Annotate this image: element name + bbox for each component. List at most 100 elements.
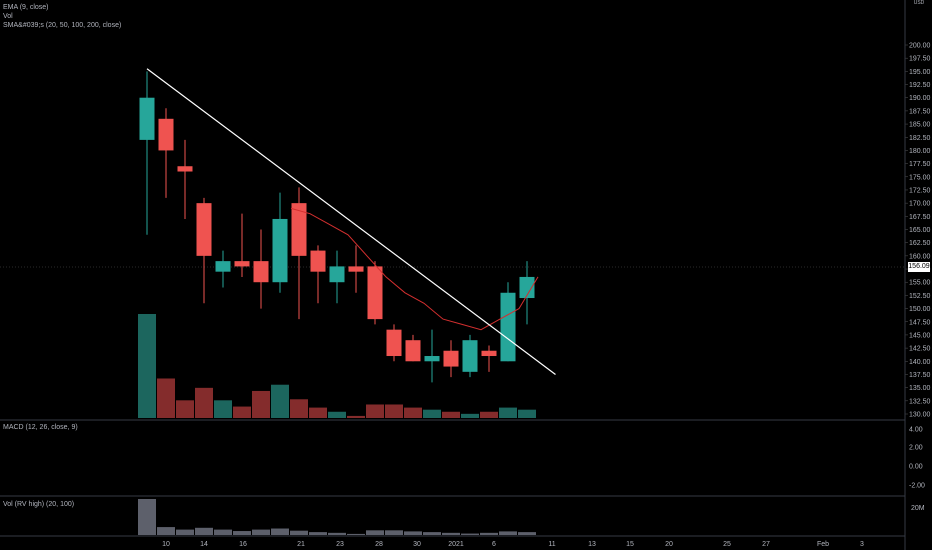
price-tick-label: 175.00 [909,174,931,181]
price-tick-label: 160.00 [909,253,931,260]
candle-body [177,166,193,172]
volume-bar [461,413,479,418]
candle-body [481,350,497,357]
price-tick-label: 142.50 [909,346,931,353]
volume-bar [138,314,156,418]
time-tick-label: 16 [239,541,247,548]
vol-rv-tick-label: 20M [911,505,925,512]
time-tick-label: 14 [200,541,208,548]
vol-rv-bars [138,499,536,535]
time-tick-label: 10 [162,541,170,548]
time-tick-label: 25 [723,541,731,548]
volume-bar [328,411,346,418]
macd-tick-label: 4.00 [909,427,923,434]
vol-rv-bar [233,531,251,535]
candlesticks [139,71,535,383]
candle-body [348,266,364,272]
vol-rv-bar [404,531,422,535]
price-tick-label: 167.50 [909,214,931,221]
candle-body [462,340,478,372]
vol-rv-bar [309,532,327,535]
candle-body [158,118,174,151]
ema-9-line [290,207,539,331]
vol-rv-bar [385,530,403,535]
macd-tick-label: 2.00 [909,445,923,452]
candle-body [234,261,250,267]
volume-bars [138,314,536,418]
candle-body [443,350,459,367]
time-tick-label: Feb [817,541,829,548]
vol-rv-bar [518,532,536,535]
macd-legend[interactable]: MACD (12, 26, close, 9) [3,424,78,431]
vol-rv-bar [252,529,270,535]
candle-body [424,356,440,362]
volume-bar [385,404,403,418]
time-tick-label: 15 [626,541,634,548]
price-tick-label: 165.00 [909,227,931,234]
vol-rv-bar [499,531,517,535]
price-tick-label: 200.00 [909,43,931,50]
volume-bar [518,409,536,418]
vol-rv-axis: 20M [911,505,925,512]
volume-bar [442,411,460,418]
price-tick-label: 182.50 [909,135,931,142]
vol-rv-bar [423,532,441,535]
price-axis: 130.00 132.50 135.00 137.50 140.00 142.50 145.… [905,43,931,419]
price-tick-label: 147.50 [909,319,931,326]
time-tick-label: 11 [548,541,555,548]
price-tick-label: 197.50 [909,56,931,63]
vol-rv-bar [157,527,175,535]
candle-body [405,340,421,362]
ema-legend[interactable]: EMA (9, close) [3,4,49,11]
volume-bar [404,407,422,418]
volume-bar [499,407,517,418]
price-tick-label: 162.50 [909,240,931,247]
vol-rv-bar [366,530,384,535]
vol-rv-legend[interactable]: Vol (RV high) (20, 100) [3,501,75,508]
vol-rv-bar [347,533,365,535]
time-axis: 10 14 16 21 23 28 30 2021 6 11 13 15 20 25 27 Feb 3 [162,541,864,548]
price-tick-label: 152.50 [909,293,931,300]
candle-body [253,261,269,283]
macd-tick-label: -2.00 [909,483,925,490]
time-tick-label: 3 [860,541,864,548]
price-tick-label: 195.00 [909,69,931,76]
ema-line [290,207,539,331]
price-tick-label: 180.00 [909,148,931,155]
vol-legend[interactable]: Vol [3,13,13,20]
volume-bar [214,400,232,418]
volume-bar [309,407,327,418]
volume-bar [176,400,194,418]
candle-body [215,261,231,272]
time-tick-label: 23 [336,541,344,548]
macd-axis: 4.00 2.00 0.00 -2.00 [909,427,925,490]
time-tick-label: 6 [492,541,496,548]
candle-body [386,329,402,357]
resistance-trendline [146,68,556,375]
vol-rv-bar [176,529,194,535]
volume-bar [195,387,213,418]
volume-bar [290,399,308,418]
time-tick-label: 20 [665,541,673,548]
volume-bar [366,404,384,418]
price-tick-label: 135.00 [909,385,931,392]
time-tick-label: 21 [297,541,305,548]
price-tick-label: 140.00 [909,359,931,366]
volume-bar [157,378,175,418]
vol-rv-bar [195,527,213,535]
candle-body [500,292,516,362]
vol-rv-bar [271,528,289,535]
price-tick-label: 185.00 [909,122,931,129]
price-tick-label: 187.50 [909,108,931,115]
candle-body [329,266,345,283]
price-tick-label: 145.00 [909,332,931,339]
sma-legend[interactable]: SMA&#039;s (20, 50, 100, 200, close) [3,22,122,29]
volume-bar [480,411,498,418]
price-tick-label: 172.50 [909,187,931,194]
time-tick-label: 2021 [448,541,464,548]
volume-bar [271,384,289,418]
vol-rv-bar [290,530,308,535]
trendline [146,68,556,375]
volume-bar [347,415,365,418]
time-tick-label: 28 [375,541,383,548]
